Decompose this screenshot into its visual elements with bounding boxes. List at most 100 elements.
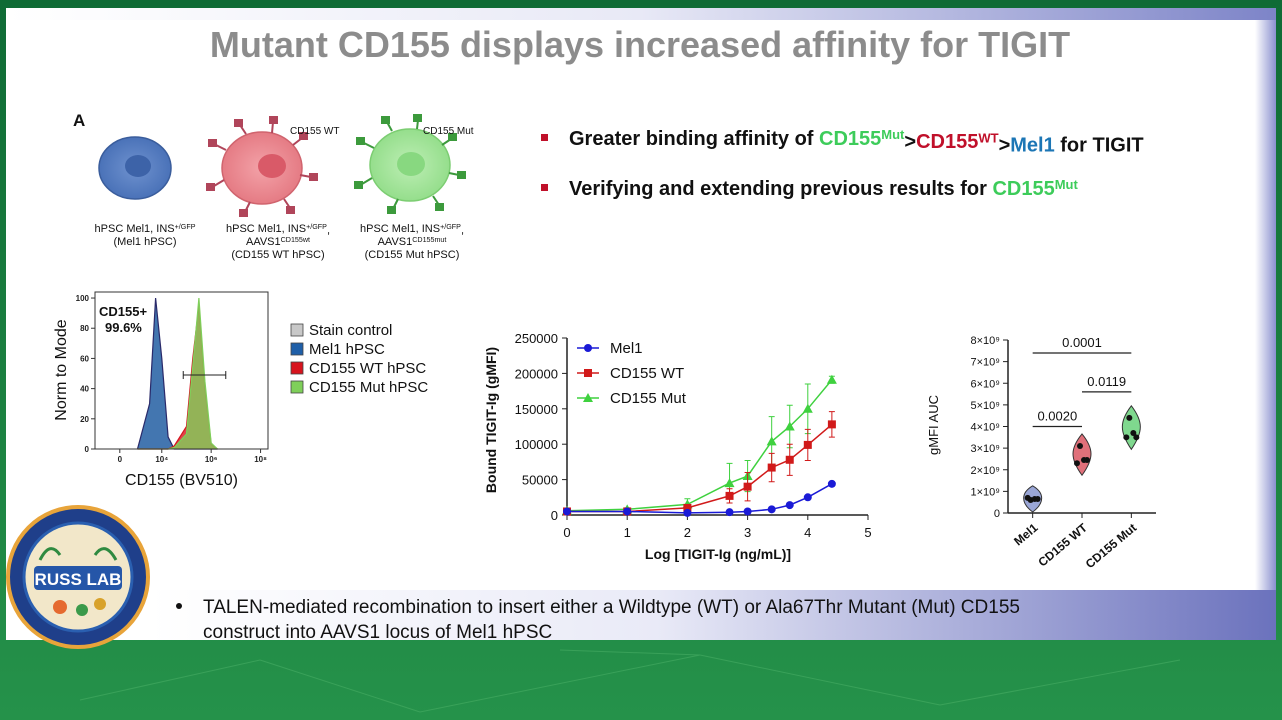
x-tick-label: 5	[864, 525, 871, 540]
y-tick-label: 200000	[515, 366, 558, 381]
cell-callout: CD155 Mut	[423, 126, 474, 137]
y-tick-label: 1×10⁹	[971, 486, 1001, 498]
logo: RUSS LAB	[6, 505, 150, 649]
cell-label: hPSC Mel1, INS+/GFP	[95, 223, 196, 235]
cell-label: AAVS1CD155mut	[378, 236, 447, 248]
text-run: >	[904, 131, 916, 153]
y-tick-label: 8×10⁹	[971, 335, 1001, 347]
bullet-marker	[176, 603, 182, 609]
y-tick-label: 20	[80, 415, 89, 424]
y-tick-label: 60	[80, 354, 89, 363]
legend-label: CD155 WT	[610, 365, 684, 382]
cell-label: hPSC Mel1, INS+/GFP,	[360, 223, 464, 237]
point	[785, 501, 794, 510]
p-value: 0.0119	[1087, 374, 1126, 389]
point	[1084, 457, 1090, 464]
slide-title: Mutant CD155 displays increased affinity…	[210, 24, 1070, 65]
text-run: CD155	[992, 178, 1054, 200]
x-tick-label: 2	[684, 525, 691, 540]
point	[743, 507, 752, 516]
y-tick-label: 50000	[522, 473, 558, 488]
point	[1077, 442, 1083, 449]
y-tick-label: 7×10⁹	[971, 357, 1001, 369]
x-tick-label: 10⁶	[205, 455, 218, 464]
cell-label: (CD155 Mut hPSC)	[365, 249, 460, 261]
text-run: hPSC Mel1, INS	[360, 223, 440, 235]
text-run: AAVS1	[378, 236, 413, 248]
plot-frame	[94, 291, 269, 450]
text-run: Verifying and extending previous results…	[569, 178, 992, 200]
superscript: CD155wt	[281, 236, 310, 244]
legend-swatch	[290, 361, 304, 375]
text-run: ,	[327, 225, 330, 237]
legend-marker	[583, 393, 593, 402]
legend-swatch	[290, 342, 304, 356]
text-run: (CD155 WT hPSC)	[231, 249, 324, 261]
legend-label: Mel1	[610, 340, 643, 357]
x-tick-label: 1	[624, 525, 631, 540]
cell-mel1	[98, 136, 172, 200]
point	[725, 508, 734, 517]
top-bar	[6, 8, 1276, 20]
annotation: CD155+	[99, 304, 147, 319]
x-tick-label: 3	[744, 525, 751, 540]
point	[563, 507, 571, 516]
point	[1130, 429, 1137, 436]
x-axis-label: CD155 (BV510)	[125, 472, 238, 489]
text-run: hPSC Mel1, INS	[226, 223, 306, 235]
bullet-marker	[541, 134, 548, 141]
x-axis-label: Log [TIGIT-Ig (ng/mL)]	[645, 546, 791, 562]
y-axis-label: Bound TIGIT-Ig (gMFI)	[483, 347, 499, 493]
y-axis-label: Norm to Mode	[53, 319, 70, 420]
legend-label: CD155 Mut	[610, 390, 687, 407]
p-value: 0.0001	[1062, 335, 1102, 350]
flow-histogram: 0 20 40 60 80 100 0 10⁴ 10⁶ 10⁸ CD155 (BV510) Norm …	[53, 291, 428, 489]
y-tick-label: 0	[85, 445, 90, 454]
superscript: Mut	[1055, 177, 1079, 192]
point	[1034, 495, 1041, 502]
y-tick-label: 40	[80, 385, 89, 394]
legend-label: CD155 WT hPSC	[309, 360, 426, 377]
y-tick-label: 3×10⁹	[971, 443, 1001, 455]
side-bar	[1255, 20, 1276, 640]
p-value: 0.0020	[1037, 409, 1077, 424]
point	[1123, 434, 1130, 441]
y-tick-label: 0	[994, 508, 1000, 520]
cell-label: hPSC Mel1, INS+/GFP,	[226, 223, 330, 237]
x-tick-label: 10⁸	[254, 455, 267, 464]
point	[803, 440, 812, 449]
x-tick-label: 10⁴	[155, 455, 168, 464]
point	[827, 479, 836, 488]
cell-wt	[206, 116, 318, 217]
text-run: (Mel1 hPSC)	[114, 236, 177, 248]
superscript: +/GFP	[440, 223, 461, 231]
legend-label: Stain control	[309, 322, 392, 339]
panel-label: A	[73, 111, 85, 130]
point	[1133, 434, 1140, 441]
superscript: Mut	[881, 127, 905, 142]
point	[767, 505, 776, 514]
y-tick-label: 6×10⁹	[971, 378, 1001, 390]
point	[743, 482, 752, 491]
point	[1074, 460, 1080, 467]
binding-curve: 0 50000 100000 150000 200000 250000 0 1 2 3 4 5 Log …	[483, 331, 872, 562]
legend-swatch	[290, 380, 304, 394]
x-tick-label: 4	[804, 525, 811, 540]
legend-marker	[584, 369, 592, 377]
point	[1126, 414, 1133, 421]
legend-label: Mel1 hPSC	[309, 341, 385, 358]
text-run: Mel1	[1010, 134, 1054, 156]
point	[683, 503, 692, 512]
text-run: for TIGIT	[1055, 134, 1144, 156]
text-run: ,	[461, 225, 464, 237]
superscript: +/GFP	[306, 223, 327, 231]
logo-text: RUSS LAB	[35, 570, 122, 589]
y-tick-label: 100	[76, 294, 90, 303]
superscript: CD155mut	[412, 236, 446, 244]
y-tick-label: 4×10⁹	[971, 422, 1001, 434]
footnote-line: construct into AAVS1 locus of Mel1 hPSC	[203, 622, 552, 643]
superscript: WT	[978, 130, 998, 145]
x-tick-label: 0	[118, 455, 123, 464]
point	[802, 403, 813, 413]
text-run: >	[999, 134, 1011, 156]
